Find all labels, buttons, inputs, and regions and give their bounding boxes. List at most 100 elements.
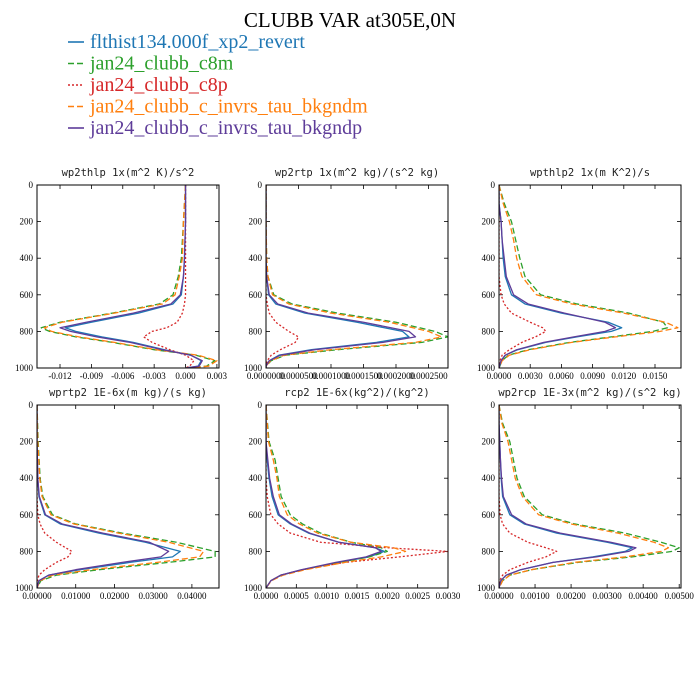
x-tick-label: 0.0030 (518, 371, 543, 381)
series-line (499, 185, 617, 368)
series-line (64, 185, 202, 368)
series-line (266, 185, 417, 368)
series-line (499, 185, 547, 368)
y-tick-label: 400 (249, 253, 263, 263)
y-tick-label: 600 (482, 290, 496, 300)
y-tick-label: 800 (482, 546, 496, 556)
y-tick-label: 400 (482, 253, 496, 263)
chart-panel: wp2thlp 1x(m^2 K)/s^2 0 200 400 600 800 1000 -0… (15, 167, 228, 381)
y-tick-label: 400 (20, 473, 34, 483)
x-tick-label: 0.0002500 (409, 371, 448, 381)
x-tick-label: 0.00200 (556, 591, 586, 601)
series-line (59, 185, 203, 368)
chart-panel: wp2rcp 1E-3x(m^2 kg)/(s^2 kg)0 200 400 600 8… (477, 387, 694, 601)
x-tick-label: -0.012 (48, 371, 71, 381)
legend-entry: jan24_clubb_c8m (68, 53, 234, 75)
series-group (40, 185, 218, 368)
series-line (266, 185, 300, 368)
y-tick-label: 800 (249, 326, 263, 336)
series-line (37, 405, 170, 588)
series-line (266, 185, 448, 368)
x-tick-label: 0.0120 (611, 371, 636, 381)
series-group (266, 185, 448, 368)
x-tick-label: 0.0060 (549, 371, 574, 381)
series-line (266, 405, 448, 588)
y-tick-label: 800 (482, 326, 496, 336)
series-line (143, 185, 195, 368)
y-tick-label: 1000 (477, 583, 496, 593)
y-tick-label: 1000 (15, 363, 34, 373)
x-tick-label: 0.04000 (177, 591, 207, 601)
x-tick-label: 0.0000500 (279, 371, 318, 381)
panel-title: wp2rtp 1x(m^2 kg)/(s^2 kg) (275, 167, 439, 179)
x-tick-label: 0.0002000 (377, 371, 416, 381)
series-line (37, 405, 216, 588)
series-line (43, 185, 218, 368)
series-line (37, 405, 181, 588)
series-line (266, 405, 385, 588)
series-line (499, 405, 637, 588)
figure-title: CLUBB VAR at305E,0N (244, 8, 456, 32)
y-tick-label: 400 (249, 473, 263, 483)
y-tick-label: 200 (20, 437, 34, 447)
plot-frame (36, 404, 220, 589)
panels-grid: wp2thlp 1x(m^2 K)/s^2 0 200 400 600 800 1000 -0… (15, 167, 694, 601)
chart-panel: rcp2 1E-6x(kg^2)/(kg^2) 0 200 400 600 800 1000… (244, 387, 461, 601)
series-line (266, 405, 382, 588)
y-tick-label: 200 (20, 217, 34, 227)
x-tick-label: 0.0000000 (247, 371, 286, 381)
x-tick-label: 0.00400 (629, 591, 659, 601)
chart-panel: wprtp2 1E-6x(m kg)/(s kg) 0 200 400 600 800 10… (15, 387, 220, 601)
x-tick-label: 0.000 (175, 371, 196, 381)
plot-frame (265, 404, 449, 589)
x-tick-label: 0.00300 (592, 591, 622, 601)
y-tick-label: 1000 (244, 583, 263, 593)
series-line (40, 185, 216, 368)
legend-entry: jan24_clubb_c_invrs_tau_bkgndm (68, 96, 368, 118)
plot-frame (498, 184, 682, 369)
x-tick-label: 0.0030 (436, 591, 461, 601)
panel-title: rcp2 1E-6x(kg^2)/(kg^2) (284, 387, 429, 399)
y-tick-label: 1000 (15, 583, 34, 593)
series-group (499, 405, 680, 588)
y-tick-label: 600 (20, 510, 34, 520)
y-tick-label: 200 (482, 217, 496, 227)
series-group (499, 185, 679, 368)
series-line (266, 405, 388, 588)
x-tick-label: 0.0020 (375, 591, 400, 601)
plot-frame (498, 404, 682, 589)
legend-label: flthist134.000f_xp2_revert (90, 31, 305, 53)
y-tick-label: 800 (249, 546, 263, 556)
series-line (37, 405, 205, 588)
plot-frame (36, 184, 220, 369)
y-tick-label: 0 (258, 400, 263, 410)
y-tick-label: 600 (249, 510, 263, 520)
panel-title: wpthlp2 1x(m K^2)/s (530, 167, 650, 179)
series-line (266, 185, 443, 368)
x-tick-label: -0.006 (111, 371, 135, 381)
x-tick-label: 0.0025 (405, 591, 430, 601)
y-tick-label: 400 (20, 253, 34, 263)
legend-label: jan24_clubb_c_invrs_tau_bkgndm (89, 96, 368, 118)
legend-label: jan24_clubb_c8p (89, 74, 228, 96)
series-line (37, 405, 73, 588)
series-group (266, 405, 448, 588)
x-tick-label: 0.0005 (284, 591, 309, 601)
x-tick-label: 0.003 (207, 371, 228, 381)
panel-title: wprtp2 1E-6x(m kg)/(s kg) (49, 387, 207, 399)
x-tick-label: 0.0090 (580, 371, 605, 381)
y-tick-label: 1000 (244, 363, 263, 373)
chart-panel: wpthlp2 1x(m K^2)/s020040060080010000.00… (477, 167, 682, 381)
x-tick-label: 0.00500 (665, 591, 695, 601)
panel-title: wp2rcp 1E-3x(m^2 kg)/(s^2 kg) (498, 387, 681, 399)
y-tick-label: 0 (491, 180, 496, 190)
y-tick-label: 200 (249, 217, 263, 227)
y-tick-label: 200 (482, 437, 496, 447)
series-line (499, 405, 558, 588)
x-tick-label: 0.0010 (314, 591, 339, 601)
legend: flthist134.000f_xp2_revertjan24_clubb_c8… (68, 31, 368, 139)
plot-frame (265, 184, 449, 369)
legend-entry: jan24_clubb_c8p (68, 74, 228, 96)
y-tick-label: 800 (20, 546, 34, 556)
